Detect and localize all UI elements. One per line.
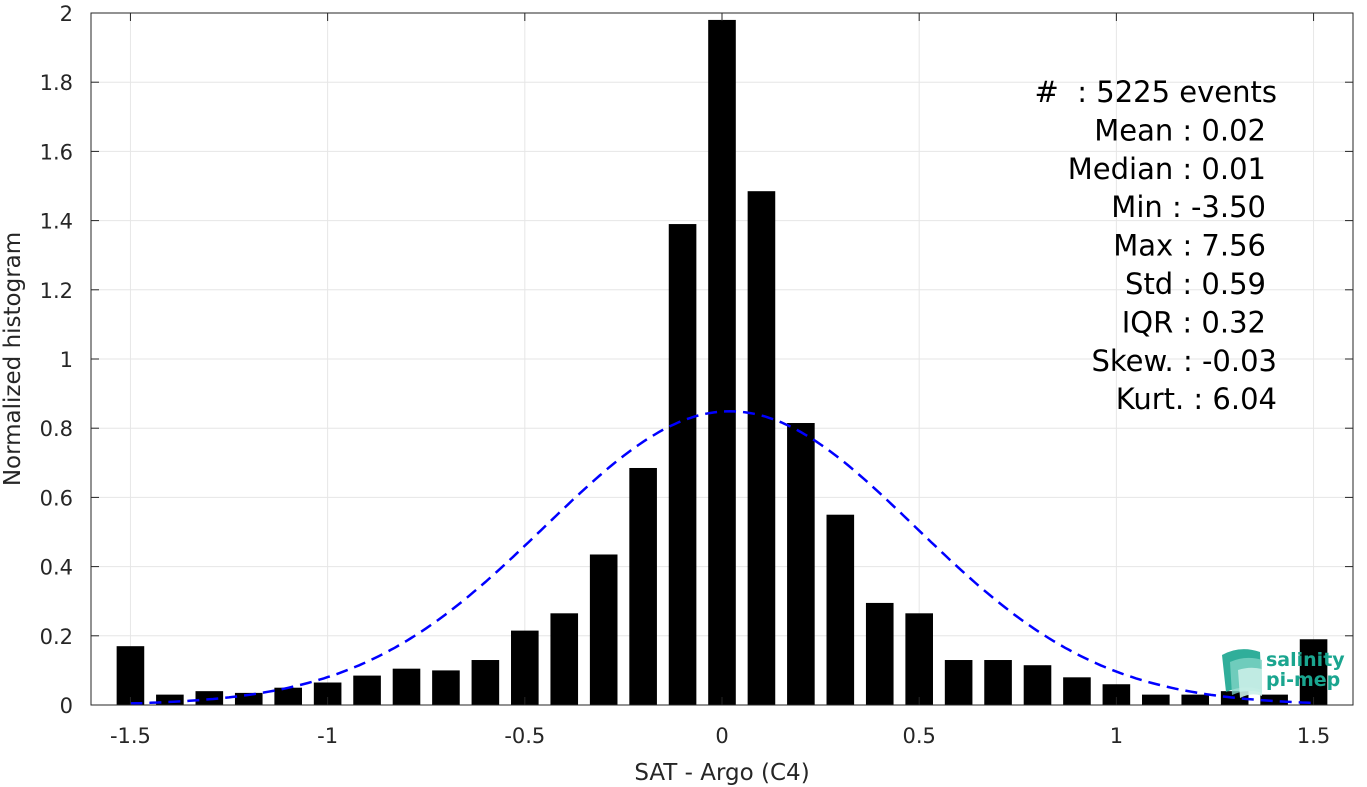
salinity-pi-mep-logo: salinity pi-mep [1222,649,1345,698]
x-tick-label: -0.5 [504,724,545,748]
x-axis-label: SAT - Argo (C4) [634,760,809,786]
wave-icon [1222,649,1262,698]
histogram-bar [1102,684,1131,705]
histogram-bar [116,646,145,705]
histogram-bar [392,668,421,705]
y-tick-label: 1.8 [40,71,73,95]
histogram-bar [944,660,973,705]
normal-fit-curve [130,410,1314,705]
y-tick-label: 0.4 [40,556,73,580]
y-axis-label: Normalized histogram [0,232,26,486]
x-tick-label: 1.5 [1297,724,1330,748]
histogram-bar [432,670,460,705]
stat-line: Max : 7.56 [1113,229,1266,263]
histogram-bar [984,660,1012,705]
histogram-bar [1023,665,1052,705]
y-tick-label: 0.6 [40,486,73,510]
y-tick-label: 1.4 [40,210,73,234]
stat-line: IQR : 0.32 [1122,305,1266,339]
statistics-annotation: # : 5225 events Mean : 0.02 Median : 0.01 M… [1035,75,1277,416]
histogram-bar [629,467,657,705]
x-tick-label: 0 [715,724,728,748]
stat-line: Skew. : -0.03 [1091,344,1277,378]
x-tick-label: 0.5 [902,724,935,748]
histogram-bar [708,19,736,706]
histogram-bar [787,423,815,705]
histogram-bar [1063,677,1091,705]
histogram-bar [747,191,776,705]
y-axis-ticks: 0 0.2 0.4 0.6 0.8 1 1.2 1.4 1.6 1.8 2 [40,2,1353,718]
x-tick-label: -1.5 [110,724,151,748]
histogram-bar [1299,639,1328,705]
y-tick-label: 0 [60,694,73,718]
stat-line: Mean : 0.02 [1094,113,1266,147]
stat-line: # : 5225 events [1035,75,1277,109]
x-tick-label: -1 [317,724,338,748]
histogram-bar [668,224,697,705]
y-tick-label: 0.2 [40,625,73,649]
histogram-bar [826,514,855,705]
histogram-bar [1181,694,1210,705]
stat-line: Min : -3.50 [1111,190,1266,224]
histogram-bar [905,613,933,705]
x-axis-ticks: -1.5 -1 -0.5 0 0.5 1 1.5 [110,13,1330,748]
histogram-bar [1260,694,1288,705]
y-tick-label: 1 [60,348,73,372]
histogram-bars [116,19,1328,706]
stat-line: Std : 0.59 [1125,267,1266,301]
histogram-bar [313,682,342,705]
y-tick-label: 1.6 [40,140,73,164]
y-tick-label: 0.8 [40,417,73,441]
histogram-bar [353,675,381,705]
histogram-bar [589,554,618,705]
stat-line: Median : 0.01 [1068,152,1266,186]
histogram-bar [274,687,302,705]
logo-line2: pi-mep [1266,669,1340,691]
y-tick-label: 2 [60,2,73,26]
histogram-bar [471,660,500,705]
histogram-bar [1142,694,1170,705]
histogram-bar [550,613,579,705]
stat-line: Kurt. : 6.04 [1116,382,1277,416]
logo-line1: salinity [1266,649,1345,671]
histogram-bar [156,694,184,705]
x-tick-label: 1 [1110,724,1123,748]
histogram-bar [865,602,894,705]
histogram-bar [234,692,263,705]
histogram-bar [511,630,539,705]
y-tick-label: 1.2 [40,279,73,303]
